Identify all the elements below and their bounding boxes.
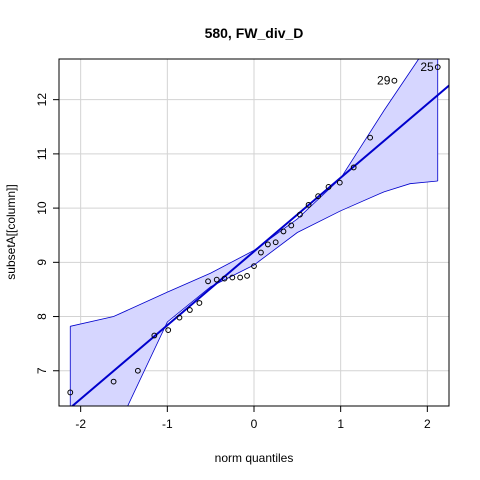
data-point	[258, 249, 264, 256]
data-point	[336, 179, 343, 186]
y-axis-label: subsetA[[column]]	[4, 184, 18, 279]
data-point	[325, 184, 332, 190]
confidence-band-fill	[70, 59, 438, 406]
data-point	[297, 211, 303, 218]
point-annotations: 29 25	[377, 60, 434, 88]
data-point	[367, 134, 374, 141]
x-axis: -2 -1 0 1 2	[75, 406, 431, 431]
data-point	[434, 64, 441, 71]
data-point	[391, 77, 398, 84]
data-point	[67, 389, 74, 396]
data-point	[272, 239, 279, 246]
data-point	[176, 314, 183, 321]
data-point	[186, 307, 193, 313]
y-axis: 7 8 9 10 11 12	[35, 93, 59, 374]
data-point	[213, 276, 220, 283]
y-tick-label: 7	[35, 367, 49, 374]
data-point	[288, 222, 295, 229]
x-tick-label: 1	[337, 417, 344, 431]
data-point	[315, 193, 322, 200]
data-point	[237, 274, 244, 281]
data-point	[151, 332, 158, 339]
y-tick-label: 11	[35, 147, 49, 160]
data-point	[264, 241, 271, 248]
data-point	[110, 378, 117, 385]
x-tick-label: -2	[75, 417, 86, 431]
y-tick-label: 9	[35, 259, 49, 266]
data-point	[165, 327, 172, 333]
x-tick-label: -1	[162, 417, 173, 431]
data-point	[350, 164, 357, 171]
reference-line	[70, 84, 449, 406]
confidence-band-lower	[127, 180, 438, 406]
data-points	[67, 64, 441, 396]
x-tick-label: 0	[251, 417, 258, 431]
point-label: 29	[377, 74, 391, 88]
data-point	[244, 272, 250, 279]
point-label: 25	[420, 60, 434, 74]
data-point	[305, 201, 312, 208]
confidence-band	[69, 59, 439, 406]
data-point	[229, 274, 236, 281]
y-tick-label: 8	[35, 313, 49, 320]
data-point	[280, 228, 287, 235]
chart-title: 580, FW_div_D	[205, 25, 304, 41]
data-point	[134, 367, 141, 374]
data-point	[196, 300, 203, 306]
data-point	[221, 275, 228, 282]
y-tick-label: 12	[35, 93, 49, 107]
x-tick-label: 2	[424, 417, 431, 431]
reference-line-group	[70, 84, 449, 406]
data-point	[251, 263, 257, 270]
data-point	[205, 278, 211, 285]
confidence-band-upper	[70, 59, 420, 327]
x-axis-label: norm quantiles	[215, 451, 294, 465]
y-tick-label: 10	[35, 201, 49, 215]
